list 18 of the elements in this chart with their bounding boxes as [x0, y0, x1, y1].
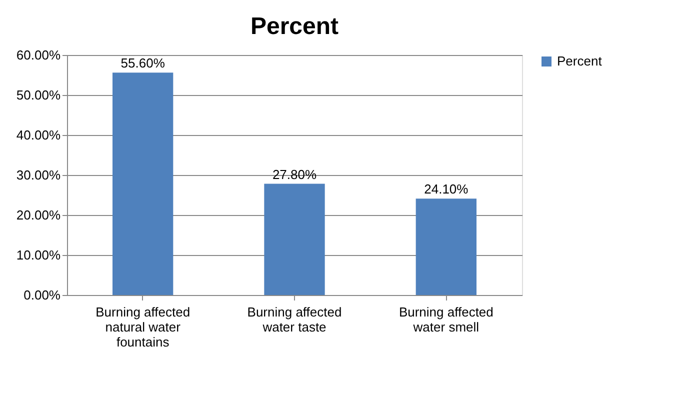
y-tick-label: 0.00% [24, 288, 61, 302]
y-tick-label: 20.00% [16, 208, 61, 222]
chart-title: Percent [250, 13, 339, 40]
x-tick-label: Burning affected water taste [247, 304, 342, 334]
bar [416, 198, 476, 295]
y-tick-label: 10.00% [16, 248, 61, 262]
x-tick-label: Burning affected natural water fountains [96, 304, 190, 350]
data-label: 24.10% [424, 182, 469, 197]
y-tick-label: 30.00% [16, 168, 61, 182]
bar [112, 72, 174, 295]
data-label: 27.80% [272, 166, 317, 182]
x-tick-label: Burning affected water smell [398, 304, 494, 334]
y-tick-label: 50.00% [16, 88, 61, 102]
y-tick-label: 40.00% [16, 128, 61, 142]
data-label: 55.60% [120, 56, 166, 71]
y-tick-label: 60.00% [16, 48, 61, 62]
legend-label: Percent [557, 54, 602, 68]
bar [264, 184, 325, 295]
